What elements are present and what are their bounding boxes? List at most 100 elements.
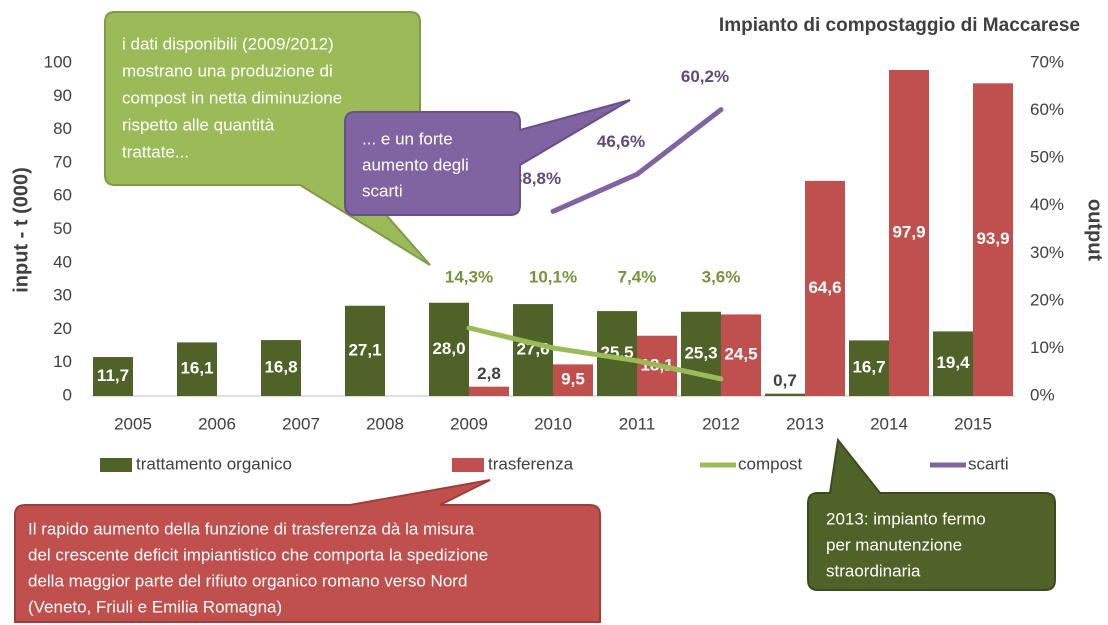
y-tick-label: 70 — [53, 152, 72, 171]
x-tick-label: 2008 — [366, 414, 404, 433]
data-label: 60,2% — [681, 67, 729, 86]
data-label: 11,7 — [97, 366, 129, 385]
callout-text: compost in netta diminuzione — [122, 88, 342, 107]
line — [550, 107, 724, 214]
callout-box — [807, 437, 1056, 591]
y-tick-label: 100 — [44, 52, 72, 71]
callout-text: della maggior parte del rifiuto organico… — [28, 571, 467, 590]
bar — [889, 69, 929, 397]
data-label: 7,4% — [618, 267, 657, 286]
y2-tick-label: 10% — [1030, 338, 1064, 357]
callout-text: per manutenzione — [826, 535, 962, 554]
x-tick-label: 2010 — [534, 414, 572, 433]
data-label: 14,3% — [445, 267, 493, 286]
callout-text: ... e un forte — [362, 129, 453, 148]
y2-tick-label: 30% — [1030, 243, 1064, 262]
data-label: 2,8 — [477, 364, 501, 383]
y2-tick-label: 70% — [1030, 52, 1064, 71]
x-tick-label: 2014 — [870, 414, 908, 433]
data-label: 24,5 — [724, 345, 757, 364]
y-axis-label: input - t (000) — [10, 167, 32, 293]
callout-text: mostrano una produzione di — [122, 61, 333, 80]
x-tick-label: 2013 — [786, 414, 824, 433]
data-label: 46,6% — [597, 132, 645, 151]
bar — [849, 340, 889, 396]
x-tick-label: 2012 — [702, 414, 740, 433]
data-label: 10,1% — [529, 267, 577, 286]
y-tick-label: 10 — [53, 352, 72, 371]
legend-label: trattamento organico — [136, 454, 292, 473]
bar — [177, 342, 217, 396]
x-tick-label: 2006 — [198, 414, 236, 433]
data-label: 16,8 — [264, 358, 297, 377]
y2-tick-label: 50% — [1030, 148, 1064, 167]
bar — [553, 364, 593, 396]
data-label: 64,6 — [808, 278, 841, 297]
callout-box — [14, 479, 601, 623]
bar — [933, 331, 973, 396]
callout-text: del crescente deficit impiantistico che … — [28, 545, 488, 564]
y2-tick-label: 40% — [1030, 195, 1064, 214]
callout-box — [344, 99, 631, 216]
callout-text: scarti — [362, 181, 403, 200]
data-label: 97,9 — [892, 222, 925, 241]
y2-tick-label: 60% — [1030, 100, 1064, 119]
chart-title: Impianto di compostaggio di Maccarese — [719, 15, 1080, 36]
data-label: 25,3 — [684, 343, 717, 362]
bar — [721, 314, 761, 396]
callout: 2013: impianto fermo per manutenzione st… — [807, 437, 1056, 591]
y-tick-label: 50 — [53, 219, 72, 238]
data-label: 9,5 — [561, 370, 585, 389]
data-label: 27,1 — [348, 340, 381, 359]
callout-text: aumento degli — [362, 155, 469, 174]
x-tick-label: 2011 — [619, 414, 656, 433]
bar — [973, 83, 1013, 397]
callout-text: (Veneto, Friuli e Emilia Romagna) — [28, 597, 282, 616]
y2-tick-label: 0% — [1030, 385, 1055, 404]
bar — [681, 311, 721, 396]
bar — [469, 386, 509, 396]
bar — [93, 357, 133, 396]
y2-tick-label: 20% — [1030, 290, 1064, 309]
data-label: 0,7 — [773, 371, 797, 390]
x-tick-label: 2005 — [114, 414, 152, 433]
callout-text: 2013: impianto fermo — [826, 509, 986, 528]
x-tick-label: 2007 — [282, 414, 320, 433]
data-label: 93,9 — [976, 229, 1009, 248]
callout: ... e un forte aumento degli scarti — [344, 99, 631, 216]
y-tick-label: 80 — [53, 119, 72, 138]
data-label: 19,4 — [936, 353, 970, 372]
bar — [345, 305, 385, 396]
y-tick-label: 0 — [63, 385, 72, 404]
legend-label: trasferenza — [488, 454, 574, 473]
bar — [805, 180, 845, 396]
bar — [429, 302, 469, 396]
legend-label: compost — [738, 454, 803, 473]
callout: Il rapido aumento della funzione di tras… — [14, 479, 601, 623]
legend-swatch — [100, 458, 132, 472]
line — [466, 325, 724, 382]
y-tick-label: 40 — [53, 252, 72, 271]
legend-label: scarti — [968, 454, 1009, 473]
callout-text: Il rapido aumento della funzione di tras… — [28, 519, 475, 538]
callout-text: straordinaria — [826, 561, 921, 580]
data-label: 28,0 — [432, 339, 465, 358]
bar — [261, 340, 301, 396]
x-tick-label: 2015 — [954, 414, 992, 433]
y-tick-label: 20 — [53, 319, 72, 338]
data-label: 3,6% — [702, 267, 741, 286]
y-tick-label: 90 — [53, 86, 72, 105]
x-tick-label: 2009 — [450, 414, 488, 433]
y-tick-label: 60 — [53, 186, 72, 205]
data-label: 38,8% — [513, 169, 561, 188]
callout-text: rispetto alle quantità — [122, 115, 275, 134]
data-label: 16,1 — [180, 359, 213, 378]
legend-swatch — [452, 458, 484, 472]
callout-text: i dati disponibili (2009/2012) — [122, 34, 334, 53]
y2-axis-label: output — [1084, 199, 1106, 262]
bar — [765, 393, 805, 396]
callout-text: trattate... — [122, 142, 189, 161]
bar — [513, 304, 553, 396]
